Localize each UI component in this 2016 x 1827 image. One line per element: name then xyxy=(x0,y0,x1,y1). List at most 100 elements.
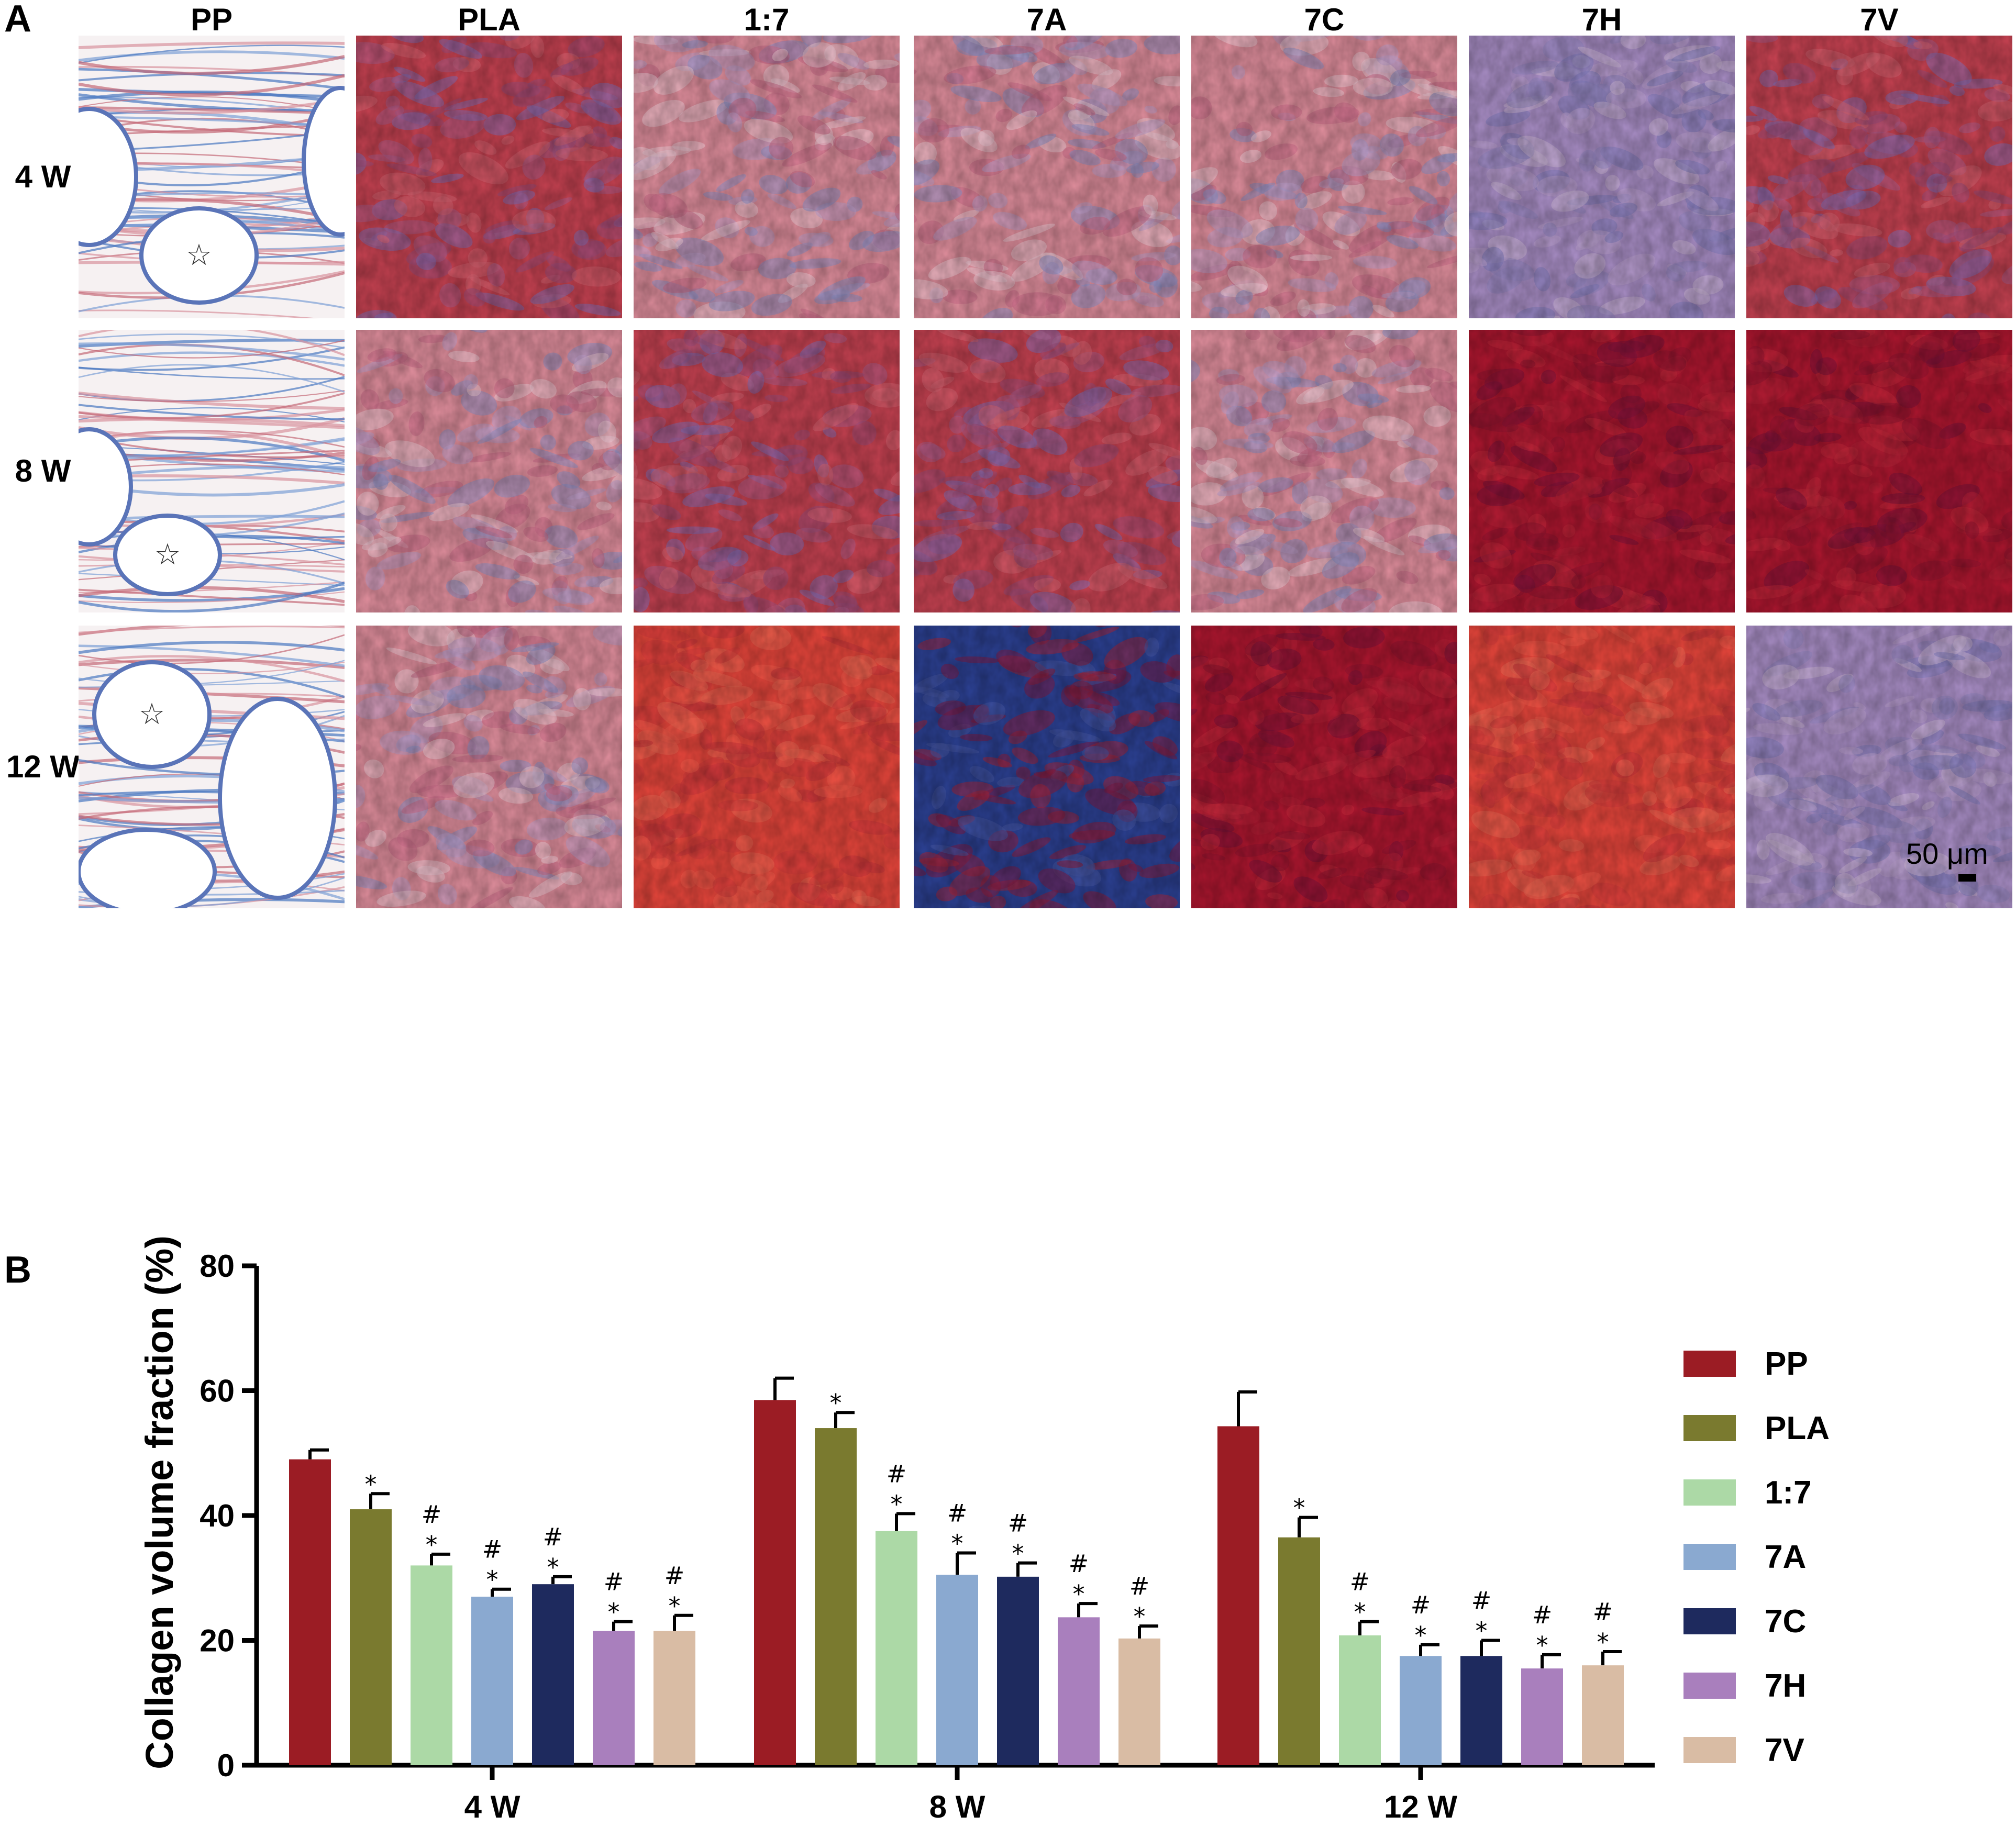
significance-star: * xyxy=(891,1490,903,1518)
micrograph-8w-7A xyxy=(914,330,1180,612)
significance-hash: # xyxy=(1069,1550,1089,1578)
significance-star: * xyxy=(1134,1602,1146,1631)
pore-star-icon: ☆ xyxy=(154,538,181,572)
bar-7C-8w xyxy=(997,1576,1039,1765)
bar-17-12w xyxy=(1339,1635,1381,1765)
bar-PP-4w xyxy=(289,1459,331,1765)
micrograph-4w-17 xyxy=(634,36,900,318)
legend-label-7A: 7A xyxy=(1765,1539,1806,1575)
bar-7A-4w xyxy=(471,1597,513,1765)
legend-swatch-7V xyxy=(1683,1737,1736,1763)
x-tick-label: 12 W xyxy=(1384,1789,1457,1824)
significance-star: * xyxy=(669,1592,681,1620)
pore-star-icon: ☆ xyxy=(139,697,165,731)
legend-swatch-PP xyxy=(1683,1351,1736,1377)
column-label-PLA: PLA xyxy=(458,2,520,37)
significance-hash: # xyxy=(1593,1598,1613,1626)
x-tick-label: 8 W xyxy=(929,1789,985,1824)
micrograph-8w-7H xyxy=(1469,330,1735,612)
micrograph-12w-PP: ☆ xyxy=(79,626,345,908)
micrograph-4w-7H xyxy=(1469,36,1735,318)
significance-star: * xyxy=(1415,1621,1427,1650)
legend-swatch-17 xyxy=(1683,1479,1736,1506)
micrograph-4w-7A xyxy=(914,36,1180,318)
significance-star: * xyxy=(1536,1631,1548,1659)
significance-hash: # xyxy=(664,1562,685,1590)
micrograph-8w-PP: ☆ xyxy=(79,330,345,612)
micrograph-8w-7C xyxy=(1191,330,1457,612)
row-labels: 4 W 8 W 12 W xyxy=(6,159,80,784)
significance-hash: # xyxy=(1471,1587,1492,1615)
significance-hash: # xyxy=(1350,1568,1370,1596)
bar-7H-4w xyxy=(593,1631,635,1765)
panel-b-letter: B xyxy=(4,1249,31,1291)
bar-17-4w xyxy=(411,1565,452,1765)
column-label-7A: 7A xyxy=(1027,2,1067,37)
micrograph-12w-7V xyxy=(1746,626,2012,908)
y-axis: 0 20 40 60 80 xyxy=(200,1249,259,1783)
legend-label-PLA: PLA xyxy=(1765,1410,1830,1446)
legend-swatch-7C xyxy=(1683,1608,1736,1634)
pore-star-icon: ☆ xyxy=(186,238,212,272)
significance-star: * xyxy=(830,1389,842,1417)
micrograph-12w-PLA xyxy=(356,626,622,908)
legend-label-PP: PP xyxy=(1765,1346,1808,1382)
scale-bar-line xyxy=(1958,874,1976,882)
y-tick-label: 40 xyxy=(200,1498,235,1533)
row-label-4w: 4 W xyxy=(15,159,71,194)
micrograph-4w-PLA xyxy=(356,36,622,318)
significance-hash: # xyxy=(1532,1601,1553,1629)
legend-swatch-7H xyxy=(1683,1673,1736,1699)
significance-star: * xyxy=(1354,1598,1366,1627)
micrograph-12w-7A xyxy=(914,626,1180,908)
significance-star: * xyxy=(1012,1540,1024,1568)
micrograph-8w-PLA xyxy=(356,330,622,612)
bar-7V-4w xyxy=(653,1631,695,1765)
bar-7H-12w xyxy=(1521,1668,1563,1765)
legend-swatch-7A xyxy=(1683,1544,1736,1570)
micrograph-4w-PP: ☆ xyxy=(79,36,345,318)
legend-label-7V: 7V xyxy=(1765,1732,1804,1768)
micrograph-12w-7C xyxy=(1191,626,1457,908)
column-label-7H: 7H xyxy=(1582,2,1622,37)
scale-bar: 50 μm xyxy=(1906,837,1988,882)
micrograph-4w-7V xyxy=(1746,36,2012,318)
significance-hash: # xyxy=(604,1568,624,1596)
collagen-bar-chart: Collagen volume fraction (%) 0 20 40 60 80 4… xyxy=(138,1235,1830,1824)
significance-star: * xyxy=(1476,1617,1488,1645)
bar-7C-4w xyxy=(532,1584,574,1765)
legend-label-7H: 7H xyxy=(1765,1668,1806,1704)
bar-17-8w xyxy=(876,1531,917,1765)
significance-hash: # xyxy=(543,1523,563,1551)
y-tick-label: 0 xyxy=(217,1748,235,1783)
panel-a-letter: A xyxy=(4,0,31,40)
legend-swatch-PLA xyxy=(1683,1415,1736,1441)
legend: PP PLA 1:7 7A 7C 7H 7V xyxy=(1683,1346,1830,1768)
micrograph-12w-7H xyxy=(1469,626,1735,908)
significance-star: * xyxy=(365,1470,377,1498)
legend-label-7C: 7C xyxy=(1765,1603,1806,1640)
x-axis: 4 W 8 W 12 W xyxy=(254,1763,1655,1824)
bar-7V-12w xyxy=(1582,1665,1624,1765)
bar-PP-12w xyxy=(1217,1426,1259,1765)
significance-hash: # xyxy=(947,1499,968,1528)
bar-PP-8w xyxy=(754,1400,796,1765)
y-tick-label: 80 xyxy=(200,1249,235,1284)
significance-star: * xyxy=(951,1530,963,1558)
bar-7C-12w xyxy=(1460,1656,1502,1765)
significance-star: * xyxy=(608,1598,620,1627)
significance-star: * xyxy=(426,1531,438,1559)
column-label-17: 1:7 xyxy=(744,2,790,37)
micrograph-8w-7V xyxy=(1746,330,2012,612)
micrograph-12w-17 xyxy=(634,626,900,908)
legend-label-17: 1:7 xyxy=(1765,1475,1812,1511)
significance-hash: # xyxy=(1411,1591,1431,1619)
row-label-8w: 8 W xyxy=(15,453,71,488)
significance-hash: # xyxy=(887,1460,907,1488)
y-tick-label: 20 xyxy=(200,1623,235,1658)
bar-PLA-4w xyxy=(350,1509,392,1765)
column-labels: PP PLA 1:7 7A 7C 7H 7V xyxy=(191,2,1899,37)
bar-PLA-12w xyxy=(1278,1537,1320,1765)
column-label-7C: 7C xyxy=(1304,2,1345,37)
bars: **#*#*#*#*#**#*#*#*#*#**#*#*#*#*# xyxy=(289,1376,1624,1765)
